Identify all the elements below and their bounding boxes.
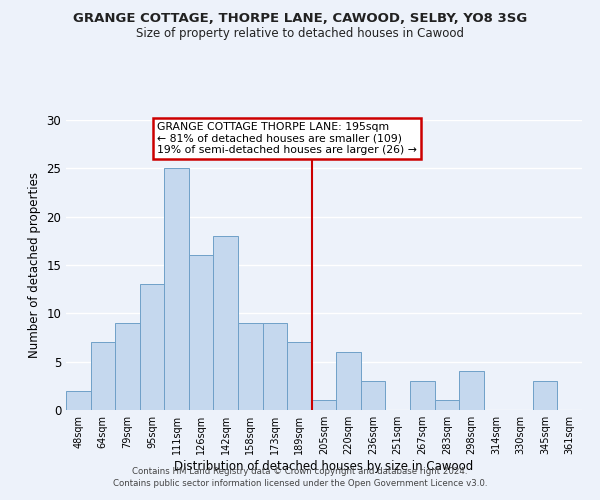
Bar [263,323,287,410]
Bar [115,323,140,410]
Bar [336,352,361,410]
Bar [91,342,115,410]
Bar [66,390,91,410]
Text: GRANGE COTTAGE THORPE LANE: 195sqm
← 81% of detached houses are smaller (109)
19: GRANGE COTTAGE THORPE LANE: 195sqm ← 81%… [157,122,417,155]
Bar [238,323,263,410]
Text: GRANGE COTTAGE, THORPE LANE, CAWOOD, SELBY, YO8 3SG: GRANGE COTTAGE, THORPE LANE, CAWOOD, SEL… [73,12,527,26]
Bar [312,400,336,410]
Text: Contains HM Land Registry data © Crown copyright and database right 2024.
Contai: Contains HM Land Registry data © Crown c… [113,466,487,487]
Y-axis label: Number of detached properties: Number of detached properties [28,172,41,358]
Bar [140,284,164,410]
Bar [287,342,312,410]
Bar [189,256,214,410]
Bar [361,381,385,410]
X-axis label: Distribution of detached houses by size in Cawood: Distribution of detached houses by size … [175,460,473,473]
Bar [164,168,189,410]
Bar [434,400,459,410]
Bar [459,372,484,410]
Text: Size of property relative to detached houses in Cawood: Size of property relative to detached ho… [136,28,464,40]
Bar [214,236,238,410]
Bar [533,381,557,410]
Bar [410,381,434,410]
